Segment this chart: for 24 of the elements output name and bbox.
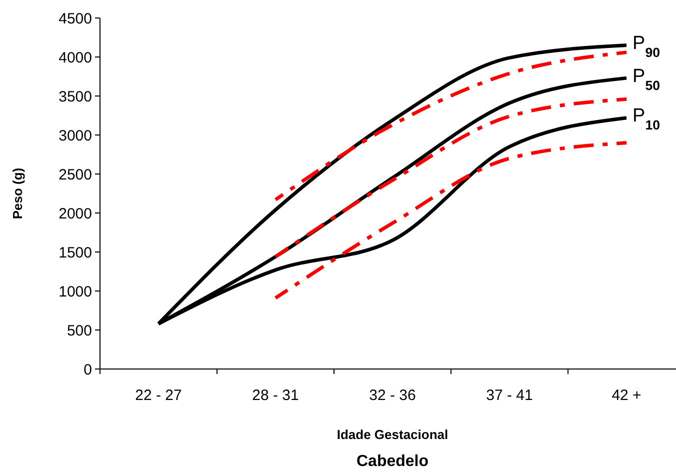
y-tick-label: 1500 (58, 244, 92, 262)
y-tick-label: 0 (84, 361, 92, 378)
y-tick-label: 2000 (58, 205, 92, 222)
x-tick-label: 42 + (612, 387, 642, 404)
text: Cabedelo (356, 453, 429, 470)
series-label: P$_{10}$ (632, 106, 660, 132)
x-tick-label: 37 - 41 (486, 387, 533, 404)
y-tick-label: 500 (66, 322, 92, 340)
line-series (274, 141, 628, 300)
x-tick-label: 32 - 36 (369, 387, 416, 404)
x-tick-label: 22 - 27 (135, 387, 182, 404)
y-tick-label: 1000 (58, 283, 92, 300)
y-tick-label: 3500 (58, 88, 92, 106)
series-label: P$_{50}$ (632, 66, 660, 92)
series-label: P$_{90}$ (632, 33, 660, 60)
y-tick-label: 4000 (58, 49, 92, 66)
x-axis-title: Idade Gestacional (336, 427, 448, 442)
line-series (274, 97, 628, 258)
y-tick-label: 4500 (58, 10, 92, 28)
line-series (274, 50, 628, 202)
y-tick-label: 3000 (58, 127, 92, 144)
y-tick-label: 2500 (58, 166, 92, 184)
x-tick-label: 28 - 31 (252, 387, 299, 404)
y-axis-title: Peso (g) (10, 168, 25, 220)
